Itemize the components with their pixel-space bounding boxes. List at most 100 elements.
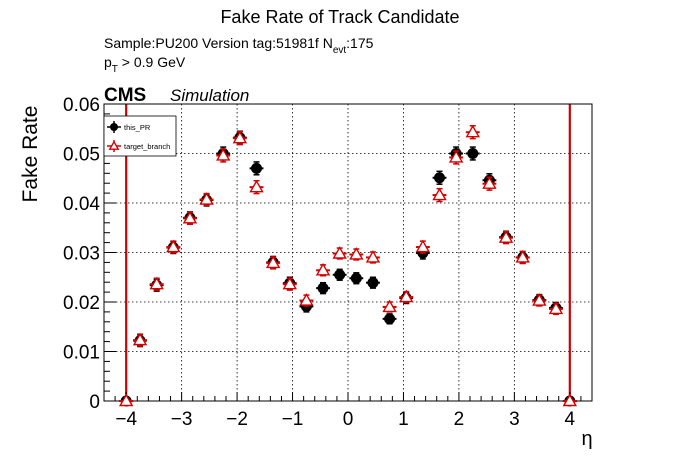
point-target_branch-17 — [399, 289, 414, 304]
sample-info: Sample:PU200 Version tag:51981f Nevt:175 — [104, 35, 374, 56]
point-target_branch-12 — [315, 262, 331, 277]
y-tick-label-2: 0.02 — [63, 293, 100, 314]
marker-target_branch-0 — [118, 393, 134, 407]
x-tick-label-5: 1 — [398, 409, 409, 430]
x-tick-label-0: −4 — [115, 409, 137, 430]
legend-marker-target_branch — [108, 140, 120, 150]
marker-this_PR-8 — [251, 162, 262, 174]
point-target_branch-8 — [249, 179, 264, 195]
pt-cut-info: pT > 0.9 GeV — [104, 54, 186, 75]
point-target_branch-14 — [349, 247, 364, 261]
experiment-tag: Simulation — [170, 86, 249, 105]
marker-target_branch-8 — [249, 179, 264, 193]
marker-target_branch-14 — [349, 247, 364, 260]
point-this_PR-13 — [332, 268, 347, 281]
point-target_branch-10 — [282, 276, 297, 291]
legend-marker-this_PR — [110, 123, 118, 131]
point-this_PR-19 — [432, 170, 447, 185]
x-tick-label-8: 4 — [565, 409, 576, 430]
axis-ticks: −4 −3 −2 −1 0 1 2 3 4 0 0.01 0.02 0.03 0.04 0.05 0.06 — [63, 95, 593, 430]
point-target_branch-26 — [548, 301, 564, 316]
x-tick-label-6: 2 — [454, 409, 465, 430]
y-tick-label-4: 0.04 — [63, 194, 100, 215]
marker-this_PR-21 — [467, 148, 479, 159]
marker-target_branch-7 — [232, 130, 248, 144]
marker-this_PR-14 — [350, 272, 362, 284]
series-target_branch — [118, 124, 578, 407]
y-tick-label-5: 0.05 — [63, 145, 100, 166]
x-tick-label-4: 0 — [343, 409, 354, 430]
legend-label-this_PR: this_PR — [124, 123, 151, 132]
sample-info-subscript: evt — [333, 45, 347, 56]
point-target_branch-22 — [482, 176, 497, 191]
chart-title: Fake Rate of Track Candidate — [220, 7, 459, 27]
marker-target_branch-27 — [562, 393, 578, 407]
point-target_branch-7 — [232, 130, 248, 146]
y-tick-label-3: 0.03 — [63, 244, 100, 265]
pt-cut-suffix: > 0.9 GeV — [118, 54, 186, 70]
point-target_branch-16 — [382, 299, 397, 313]
marker-target_branch-21 — [465, 124, 480, 138]
legend: this_PR target_branch — [103, 115, 177, 157]
point-target_branch-1 — [132, 332, 148, 347]
x-tick-label-7: 3 — [509, 409, 520, 430]
marker-target_branch-19 — [432, 187, 447, 201]
x-tick-label-2: −2 — [226, 409, 248, 430]
point-target_branch-3 — [166, 239, 181, 254]
marker-target_branch-10 — [282, 276, 297, 290]
point-target_branch-19 — [432, 187, 447, 203]
grid-lines — [104, 103, 592, 402]
marker-target_branch-15 — [365, 250, 381, 263]
marker-target_branch-5 — [199, 192, 214, 205]
point-target_branch-18 — [415, 239, 431, 254]
point-this_PR-16 — [382, 313, 397, 325]
marker-target_branch-17 — [399, 289, 414, 303]
point-target_branch-23 — [498, 230, 514, 245]
legend-entry-target_branch: target_branch — [107, 140, 170, 152]
sample-info-suffix: :175 — [346, 35, 373, 51]
point-target_branch-13 — [332, 246, 347, 260]
marker-target_branch-2 — [149, 276, 164, 290]
marker-target_branch-6 — [216, 148, 231, 161]
marker-target_branch-1 — [132, 332, 148, 346]
marker-target_branch-9 — [265, 255, 281, 269]
experiment-label: CMS — [104, 85, 146, 106]
marker-target_branch-23 — [498, 230, 514, 243]
data-series — [118, 124, 578, 407]
marker-target_branch-26 — [548, 301, 564, 315]
marker-this_PR-15 — [367, 277, 379, 289]
point-target_branch-15 — [365, 250, 381, 264]
sample-info-prefix: Sample:PU200 Version tag:51981f N — [104, 35, 333, 51]
point-target_branch-20 — [448, 150, 464, 165]
point-target_branch-4 — [182, 210, 198, 226]
point-this_PR-14 — [349, 272, 364, 285]
marker-target_branch-18 — [415, 239, 431, 253]
y-tick-label-0: 0 — [89, 392, 100, 413]
marker-target_branch-16 — [382, 299, 397, 313]
x-tick-label-1: −3 — [171, 409, 193, 430]
x-axis-label: η — [581, 428, 592, 450]
marker-target_branch-12 — [315, 262, 331, 276]
marker-this_PR-19 — [434, 172, 445, 184]
pt-cut-prefix: p — [104, 54, 112, 70]
point-target_branch-24 — [515, 250, 530, 265]
point-target_branch-5 — [199, 192, 214, 207]
point-target_branch-0 — [118, 393, 134, 407]
marker-target_branch-4 — [182, 210, 198, 224]
point-target_branch-11 — [299, 293, 314, 307]
marker-this_PR-16 — [384, 313, 396, 325]
point-target_branch-25 — [532, 293, 547, 307]
marker-target_branch-11 — [299, 293, 314, 306]
marker-target_branch-25 — [532, 293, 547, 306]
y-tick-label-6: 0.06 — [63, 95, 100, 116]
pt-cut-subscript: T — [112, 64, 118, 75]
x-tick-label-3: −1 — [282, 409, 304, 430]
point-target_branch-2 — [149, 276, 164, 291]
marker-target_branch-13 — [332, 246, 347, 259]
y-tick-label-1: 0.01 — [63, 343, 100, 364]
marker-target_branch-20 — [448, 150, 464, 163]
point-target_branch-9 — [265, 255, 281, 270]
point-this_PR-15 — [366, 276, 380, 289]
point-this_PR-12 — [316, 281, 330, 295]
